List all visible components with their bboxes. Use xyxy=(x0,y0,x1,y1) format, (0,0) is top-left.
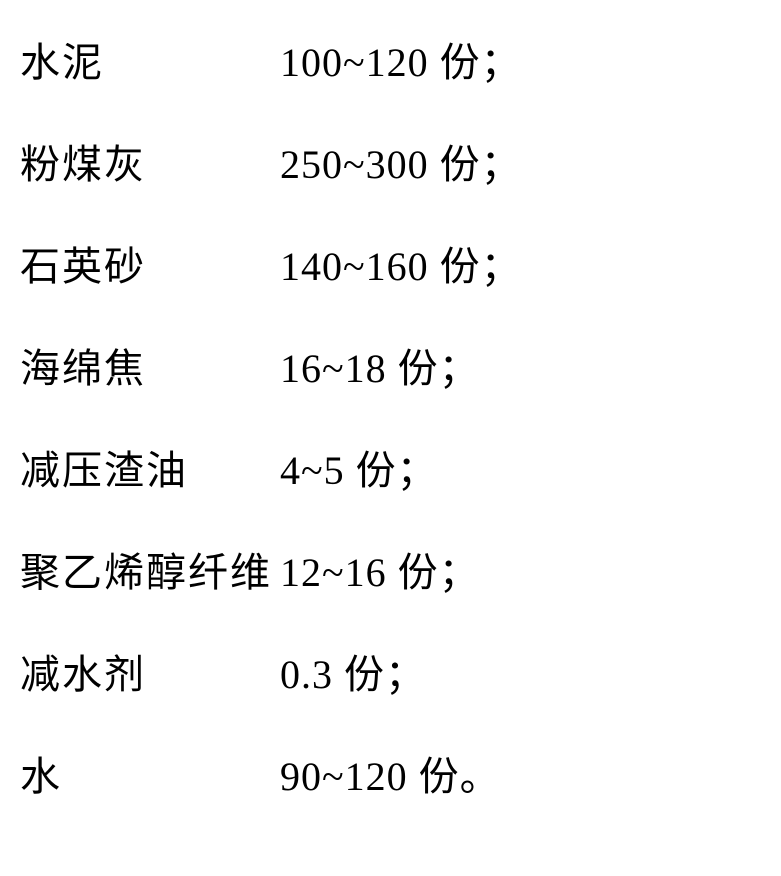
ingredient-label: 聚乙烯醇纤维 xyxy=(20,540,280,598)
ingredient-label: 石英砂 xyxy=(20,234,280,292)
ingredient-label: 减压渣油 xyxy=(20,438,280,496)
table-row: 海绵焦 16~18 份； xyxy=(20,336,761,394)
table-row: 减压渣油 4~5 份； xyxy=(20,438,761,496)
ingredient-value: 0.3 份； xyxy=(280,642,426,700)
table-row: 粉煤灰 250~300 份； xyxy=(20,132,761,190)
ingredient-value: 250~300 份； xyxy=(280,132,522,190)
ingredient-label: 减水剂 xyxy=(20,642,280,700)
ingredient-list: 水泥 100~120 份； 粉煤灰 250~300 份； 石英砂 140~160… xyxy=(0,0,781,876)
ingredient-label: 粉煤灰 xyxy=(20,132,280,190)
ingredient-label: 水 xyxy=(20,744,280,802)
ingredient-label: 海绵焦 xyxy=(20,336,280,394)
ingredient-value: 4~5 份； xyxy=(280,438,438,496)
ingredient-label: 水泥 xyxy=(20,30,280,88)
table-row: 水泥 100~120 份； xyxy=(20,30,761,88)
ingredient-value: 140~160 份； xyxy=(280,234,522,292)
table-row: 石英砂 140~160 份； xyxy=(20,234,761,292)
table-row: 减水剂 0.3 份； xyxy=(20,642,761,700)
table-row: 聚乙烯醇纤维 12~16 份； xyxy=(20,540,761,598)
table-row: 水 90~120 份。 xyxy=(20,744,761,802)
ingredient-value: 100~120 份； xyxy=(280,30,522,88)
ingredient-value: 12~16 份； xyxy=(280,540,480,598)
ingredient-value: 16~18 份； xyxy=(280,336,480,394)
ingredient-value: 90~120 份。 xyxy=(280,744,501,802)
